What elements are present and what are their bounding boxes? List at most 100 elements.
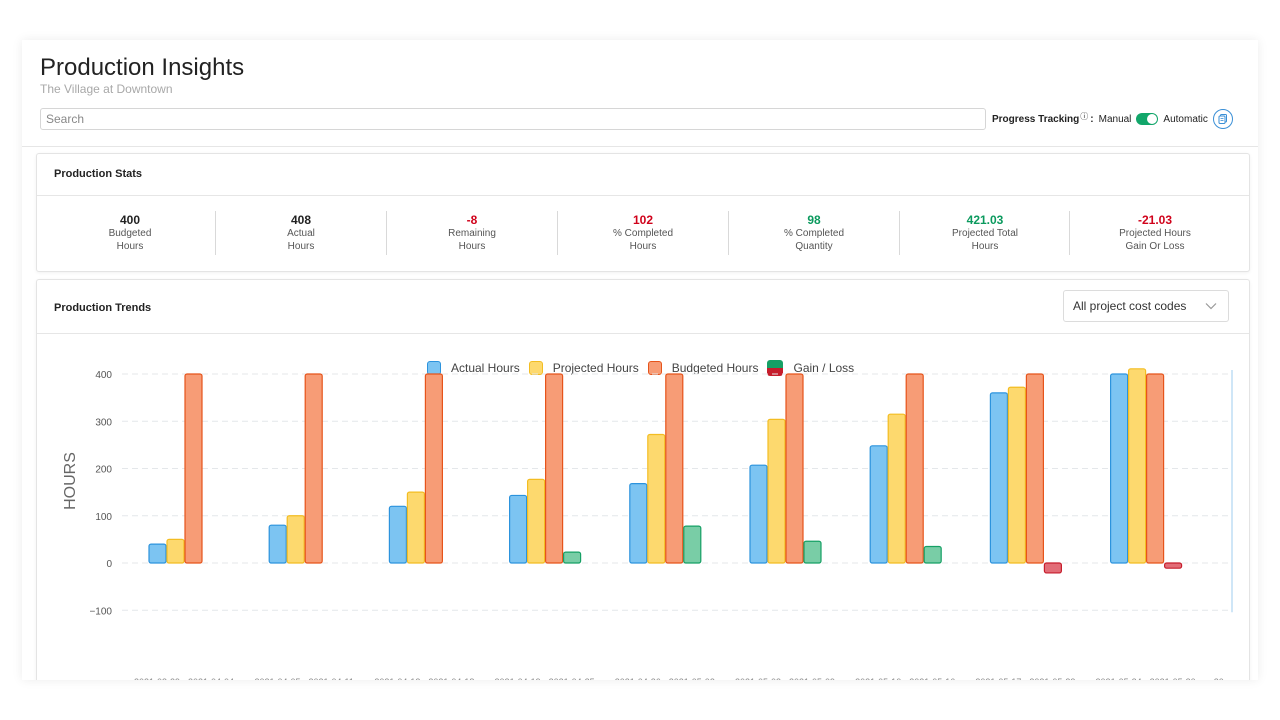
stat-label: Hours bbox=[629, 241, 657, 252]
stat-completed-quantity: 98 % Completed Quantity bbox=[729, 214, 899, 253]
y-tick-label: 200 bbox=[95, 465, 112, 476]
bar-actual-hours bbox=[268, 524, 287, 564]
bar-budgeted-hours bbox=[304, 373, 323, 564]
production-stats-panel: Production Stats 400 Budgeted Hours 408 … bbox=[36, 153, 1250, 272]
legend-label: Actual Hours bbox=[451, 361, 520, 375]
bar-projected-hours bbox=[406, 491, 425, 564]
stat-value: 400 bbox=[119, 213, 141, 227]
stat-divider bbox=[1069, 211, 1070, 255]
header-divider bbox=[22, 146, 1258, 147]
stat-label: Projected Hours bbox=[1119, 228, 1191, 239]
bar-gain-loss bbox=[923, 545, 942, 564]
stat-value: 102 bbox=[632, 213, 654, 227]
cost-code-select[interactable]: All project cost codes bbox=[1063, 290, 1229, 322]
stat-label: Gain Or Loss bbox=[1125, 241, 1185, 252]
stat-label: Budgeted bbox=[108, 228, 152, 239]
x-tick-label: 2021-05-17 - 2021-05-23 bbox=[975, 677, 1075, 680]
legend-item-actual[interactable]: Actual Hours bbox=[427, 361, 520, 375]
stat-label: Hours bbox=[116, 241, 144, 252]
stat-budgeted-hours: 400 Budgeted Hours bbox=[45, 214, 215, 253]
stat-divider bbox=[215, 211, 216, 255]
legend-item-budgeted[interactable]: Budgeted Hours bbox=[647, 361, 758, 375]
toggle-knob bbox=[1147, 114, 1158, 124]
bar-actual-hours bbox=[509, 494, 528, 564]
x-tick-label: 2021-04-26 - 2021-05-02 bbox=[615, 677, 715, 680]
bar-actual-hours bbox=[749, 464, 768, 564]
progress-tracking-label: Progress Tracking bbox=[992, 113, 1080, 125]
bar-projected-hours bbox=[1007, 386, 1027, 564]
panel-divider bbox=[37, 195, 1249, 196]
stat-label: Hours bbox=[458, 241, 486, 252]
x-tick-label: 2021-05-10 - 2021-05-16 bbox=[855, 677, 955, 680]
x-tick-label: 2021-05-03 - 2021-05-09 bbox=[735, 677, 835, 680]
bar-budgeted-hours bbox=[905, 373, 924, 564]
x-tick-label: 2021-04-19 - 2021-04-25 bbox=[495, 677, 595, 680]
panel-title: Production Trends bbox=[54, 302, 152, 314]
stat-value: -8 bbox=[466, 213, 478, 227]
bar-budgeted-hours bbox=[1025, 373, 1045, 564]
stat-label: Hours bbox=[971, 241, 999, 252]
stat-value: 98 bbox=[807, 213, 821, 227]
production-insights-page: Production Insights The Village at Downt… bbox=[22, 40, 1258, 680]
progress-tracking-control: Progress Tracking ⓘ : Manual Automatic bbox=[992, 109, 1233, 129]
bar-gain-loss bbox=[683, 525, 702, 564]
legend-label: Projected Hours bbox=[552, 361, 639, 375]
stat-projected-total-hours: 421.03 Projected Total Hours bbox=[900, 214, 1070, 253]
bar-projected-hours bbox=[887, 413, 906, 564]
stat-completed-hours: 102 % Completed Hours bbox=[558, 214, 728, 253]
cost-code-select-value: All project cost codes bbox=[1073, 299, 1187, 313]
documents-button[interactable] bbox=[1212, 109, 1233, 129]
legend-swatch-gain-loss bbox=[767, 360, 784, 376]
legend-item-gain-loss[interactable]: Gain / Loss bbox=[767, 360, 854, 376]
stat-divider bbox=[557, 211, 558, 255]
panel-divider bbox=[37, 333, 1249, 334]
bar-projected-hours bbox=[286, 515, 305, 564]
bar-gain-loss bbox=[562, 551, 582, 564]
project-subtitle: The Village at Downtown bbox=[40, 82, 173, 96]
stat-label: Actual bbox=[287, 228, 315, 239]
y-tick-label: −100 bbox=[89, 606, 112, 617]
bar-budgeted-hours bbox=[665, 373, 684, 564]
bar-gain-loss bbox=[803, 540, 822, 564]
bar-projected-hours bbox=[1127, 368, 1147, 564]
stat-divider bbox=[386, 211, 387, 255]
stat-divider bbox=[899, 211, 900, 255]
bar-budgeted-hours bbox=[1145, 373, 1165, 564]
x-tick-label: 2021-05-24 - 2021-05-30 bbox=[1096, 677, 1196, 680]
info-icon[interactable]: ⓘ bbox=[1080, 111, 1089, 121]
bar-actual-hours bbox=[388, 505, 407, 564]
bar-actual-hours bbox=[869, 445, 888, 564]
production-trends-panel: Production Trends All project cost codes… bbox=[36, 279, 1250, 680]
progress-tracking-toggle[interactable] bbox=[1136, 113, 1159, 125]
x-tick-label: 2021-04-05 - 2021-04-11 bbox=[254, 677, 353, 680]
bar-projected-hours bbox=[647, 433, 666, 564]
automatic-label: Automatic bbox=[1163, 113, 1208, 125]
stat-divider bbox=[728, 211, 729, 255]
bar-budgeted-hours bbox=[545, 373, 564, 564]
bar-gain-loss bbox=[1043, 562, 1063, 574]
stat-actual-hours: 408 Actual Hours bbox=[216, 214, 386, 253]
stat-value: 421.03 bbox=[966, 213, 1004, 227]
bar-projected-hours bbox=[767, 418, 786, 564]
bar-gain-loss bbox=[1163, 562, 1183, 569]
stat-label: Remaining bbox=[448, 228, 496, 239]
search-input[interactable] bbox=[40, 108, 986, 130]
bar-budgeted-hours bbox=[184, 373, 203, 564]
y-axis-label: HOURS bbox=[62, 452, 79, 510]
stat-label: Projected Total bbox=[952, 228, 1018, 239]
stat-label: Hours bbox=[287, 241, 315, 252]
x-tick-label: 20 bbox=[1214, 677, 1224, 680]
x-tick-label: 2021-03-29 - 2021-04-04 bbox=[134, 677, 234, 680]
bar-actual-hours bbox=[629, 483, 648, 564]
bar-actual-hours bbox=[148, 543, 167, 564]
bar-actual-hours bbox=[989, 392, 1009, 564]
bar-projected-hours bbox=[527, 478, 546, 564]
page-title: Production Insights bbox=[40, 54, 245, 81]
bar-projected-hours bbox=[166, 538, 185, 564]
progress-tracking-colon: : bbox=[1090, 113, 1094, 125]
x-tick-label: 2021-04-12 - 2021-04-18 bbox=[374, 677, 474, 680]
stat-label: Quantity bbox=[795, 241, 833, 252]
manual-label: Manual bbox=[1098, 113, 1132, 125]
y-tick-label: 300 bbox=[95, 417, 112, 428]
stat-label: % Completed bbox=[783, 228, 845, 239]
